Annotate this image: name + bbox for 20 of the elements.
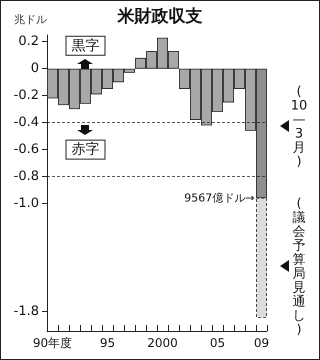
annotation: 赤字 [72, 142, 100, 158]
annotation: 9567億ドル→ [184, 191, 254, 204]
x-tick-label: 09 [254, 336, 270, 350]
y-tick-label: -0.6 [14, 142, 39, 158]
y-tick-label: 0 [30, 61, 39, 76]
text: (10—3月) [290, 84, 308, 170]
y-tick-label: -1.0 [14, 196, 39, 212]
chart-title: 米財政収支 [116, 6, 202, 26]
x-tick-label: 2000 [147, 336, 178, 350]
y-tick-label: 0.2 [18, 34, 39, 50]
y-tick-label: -0.2 [14, 88, 39, 104]
text: (議会予算局見通し) [292, 196, 306, 338]
x-tick-label: 90年度 [32, 336, 72, 350]
annotation: 黒字 [72, 38, 100, 54]
y-axis-title: 兆ドル [14, 13, 47, 26]
y-tick-label: -0.4 [14, 115, 39, 130]
x-tick-label: 05 [210, 336, 226, 350]
y-tick-label: -1.8 [14, 304, 39, 320]
y-tick-label: -0.8 [14, 169, 39, 184]
x-tick-label: 95 [100, 336, 116, 350]
